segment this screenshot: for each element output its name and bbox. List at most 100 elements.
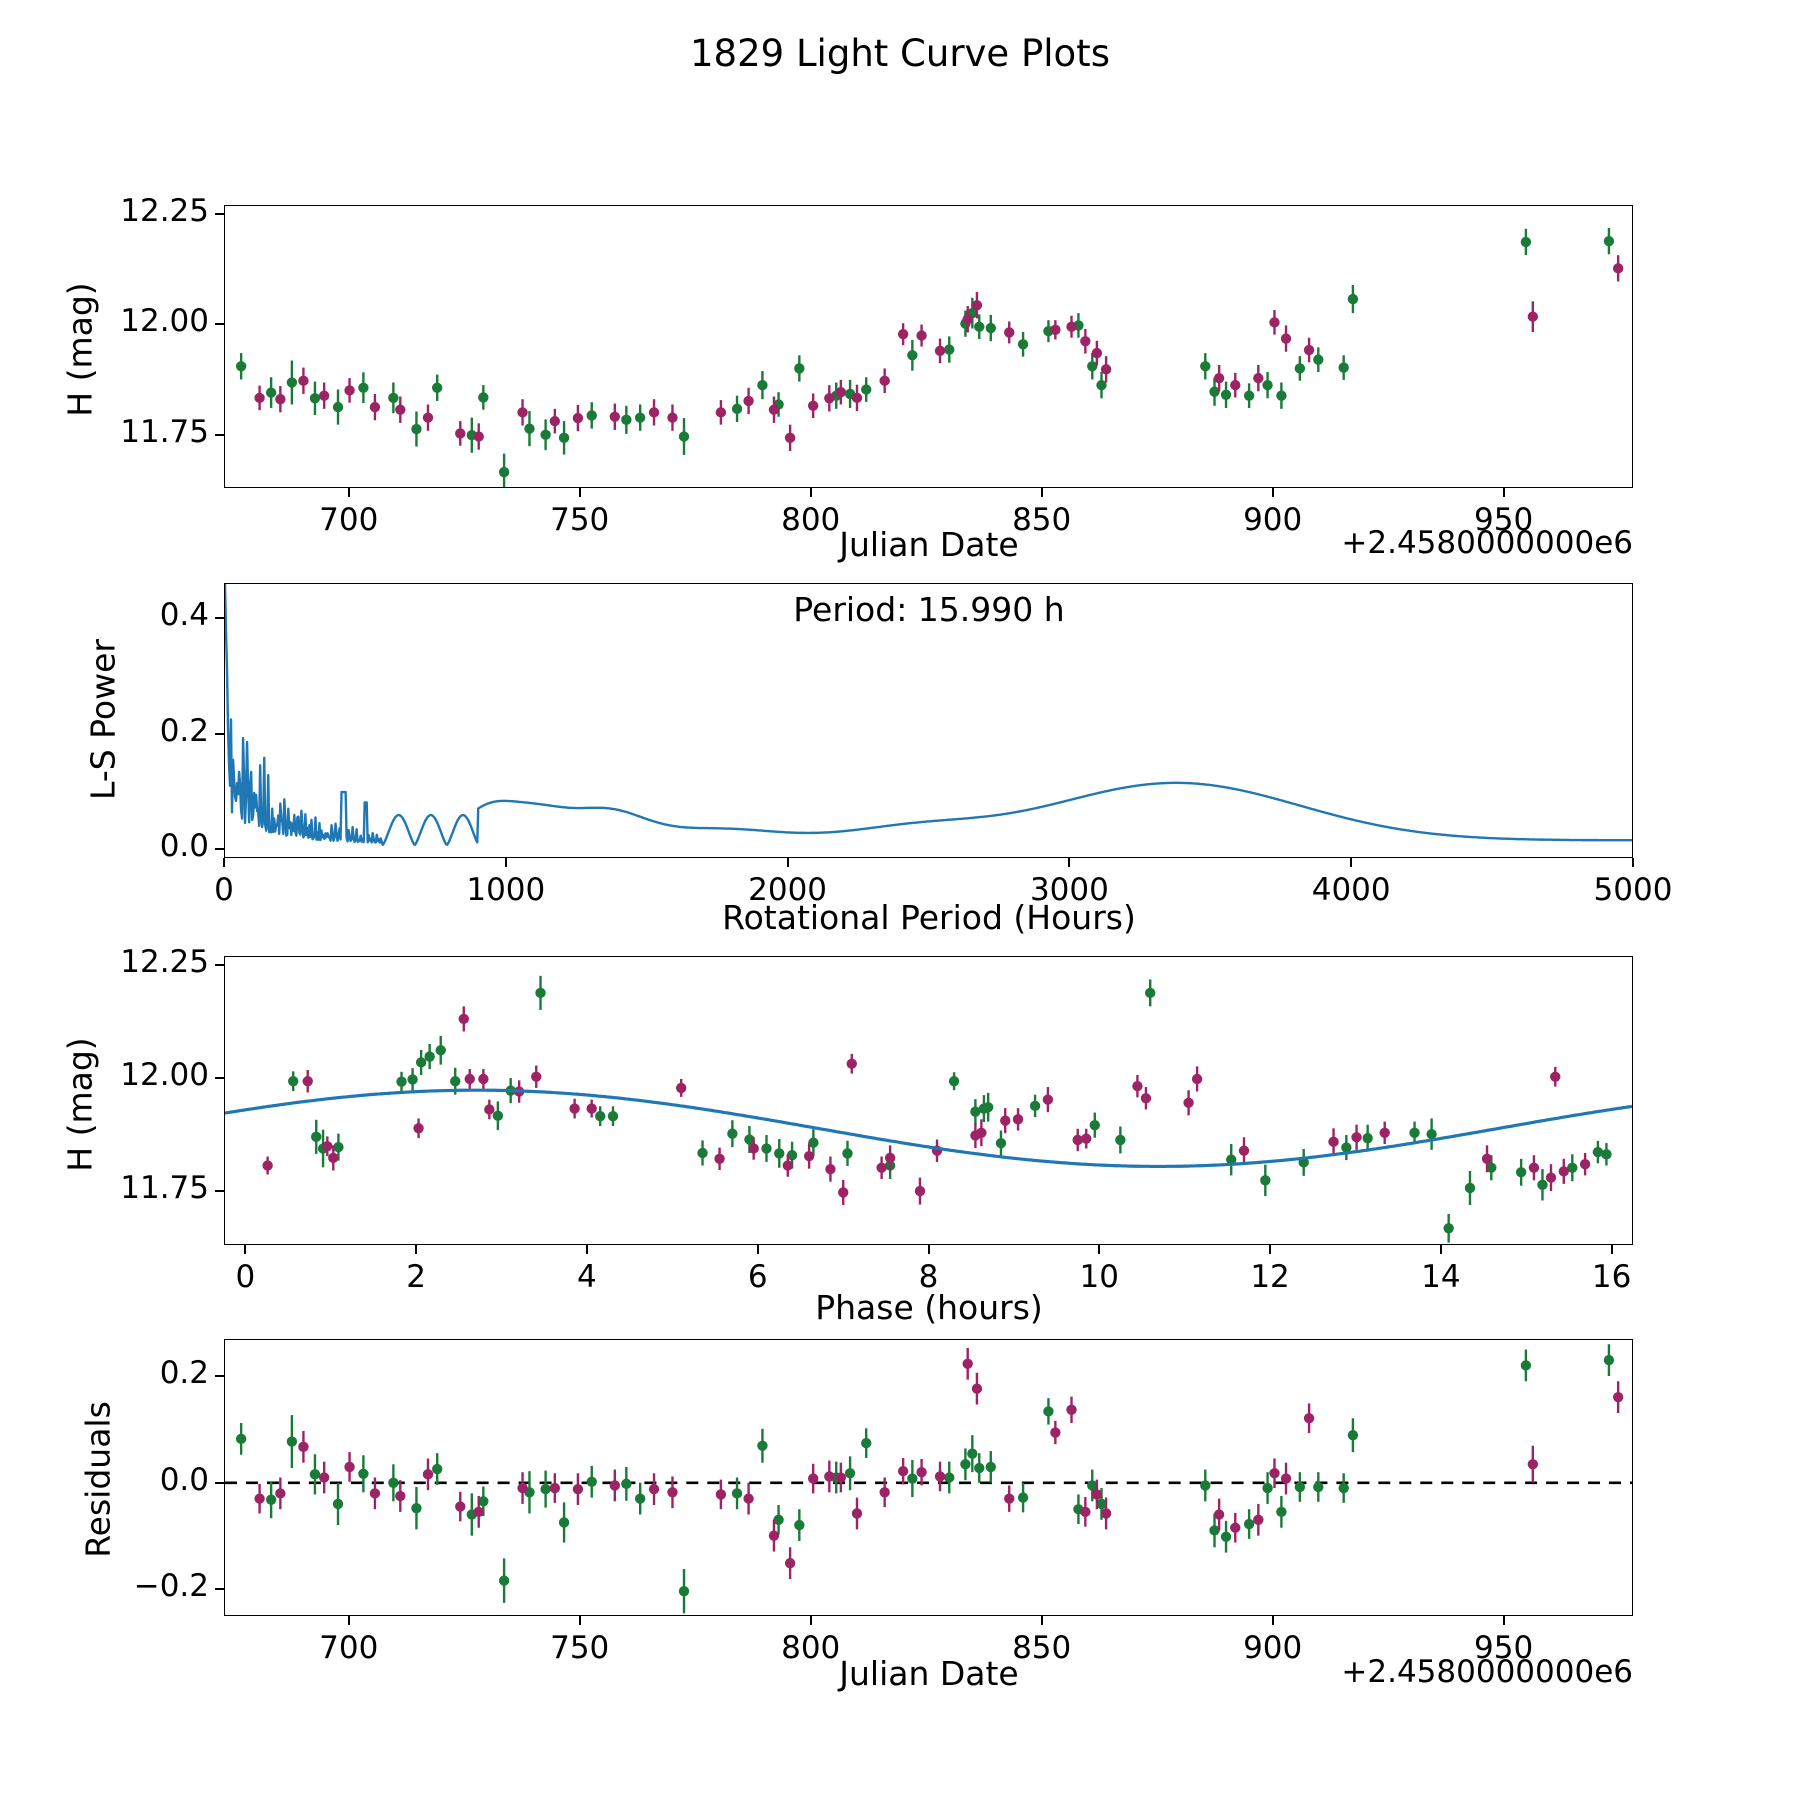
- phase-xtick-mark: [927, 1245, 930, 1254]
- lightcurve-xtick-mark: [1502, 488, 1505, 497]
- phase-ytick-label: 12.00: [120, 1056, 209, 1093]
- periodogram-xtick-label: 3000: [1029, 872, 1109, 908]
- residuals-panel: [224, 1339, 1633, 1616]
- phase-xtick-mark: [1610, 1245, 1613, 1254]
- lightcurve-xtick-label: 950: [1474, 502, 1534, 538]
- residuals-ytick-label: −0.2: [133, 1568, 209, 1605]
- phase-panel: [224, 956, 1633, 1245]
- residuals-plot-area: [225, 1344, 1632, 1614]
- residuals-ytick-mark: [215, 1481, 224, 1484]
- residuals-xtick-mark: [809, 1616, 812, 1625]
- phase-xtick-label: 10: [1079, 1259, 1119, 1295]
- phase-xlabel: Phase (hours): [815, 1288, 1043, 1327]
- residuals-x-offset: +2.4580000000e6: [1341, 1654, 1633, 1690]
- residuals-xtick-label: 850: [1012, 1630, 1072, 1666]
- phase-ytick-mark: [215, 1076, 224, 1079]
- series-green: [235, 227, 1615, 487]
- periodogram-xlabel: Rotational Period (Hours): [722, 898, 1136, 937]
- lightcurve-plot-area: [235, 227, 1624, 487]
- residuals-ytick-label: 0.0: [159, 1461, 209, 1498]
- lightcurve-xtick-mark: [1040, 488, 1043, 497]
- periodogram-xtick-mark: [223, 858, 225, 867]
- residuals-xtick-mark: [1502, 1616, 1505, 1625]
- residuals-xtick-label: 800: [781, 1630, 841, 1666]
- series-green: [235, 1344, 1615, 1614]
- periodogram-ytick-mark: [215, 732, 224, 735]
- lightcurve-xtick-label: 850: [1012, 502, 1072, 538]
- lightcurve-xtick-label: 800: [781, 502, 841, 538]
- lightcurve-xtick-mark: [1271, 488, 1274, 497]
- phase-xtick-label: 4: [577, 1259, 597, 1295]
- periodogram-xtick-mark: [1350, 858, 1353, 867]
- residuals-xtick-mark: [347, 1616, 350, 1625]
- residuals-xtick-label: 700: [319, 1630, 379, 1666]
- period-annotation: Period: 15.990 h: [793, 590, 1065, 629]
- phase-ytick-mark: [215, 964, 224, 967]
- periodogram-xtick-label: 2000: [748, 872, 828, 908]
- lightcurve-ytick-label: 12.25: [120, 192, 209, 229]
- phase-plot-area: [225, 975, 1632, 1243]
- phase-xtick-label: 0: [235, 1259, 256, 1295]
- series-magenta: [262, 1006, 1591, 1205]
- periodogram-ytick-mark: [215, 616, 224, 619]
- phase-xtick-mark: [1269, 1245, 1272, 1254]
- lightcurve-panel: [224, 205, 1633, 488]
- periodogram-ytick-label: 0.0: [159, 828, 209, 865]
- phase-xtick-mark: [585, 1245, 588, 1254]
- lightcurve-ytick-mark: [215, 323, 224, 326]
- lightcurve-ytick-label: 11.75: [120, 413, 209, 450]
- periodogram-xtick-mark: [504, 858, 507, 867]
- residuals-ytick-mark: [215, 1588, 224, 1591]
- lightcurve-ytick-mark: [215, 433, 224, 436]
- lightcurve-xtick-label: 750: [550, 502, 610, 538]
- residuals-xtick-label: 950: [1474, 1630, 1534, 1666]
- phase-xtick-label: 14: [1421, 1259, 1461, 1295]
- phase-xtick-label: 6: [747, 1259, 768, 1295]
- phase-ytick-label: 11.75: [120, 1169, 209, 1206]
- lightcurve-ytick-mark: [215, 212, 224, 215]
- phase-xtick-mark: [415, 1245, 418, 1254]
- lightcurve-xtick-mark: [347, 488, 350, 497]
- residuals-xlabel: Julian Date: [839, 1654, 1019, 1693]
- residuals-ytick-mark: [215, 1375, 224, 1378]
- residuals-xtick-label: 900: [1243, 1630, 1303, 1666]
- lightcurve-xtick-mark: [809, 488, 812, 497]
- periodogram-plot-area: [225, 584, 1632, 846]
- lightcurve-xtick-mark: [578, 488, 581, 497]
- residuals-ytick-label: 0.2: [159, 1355, 209, 1392]
- residuals-xtick-label: 750: [550, 1630, 610, 1666]
- phase-ytick-label: 12.25: [120, 944, 209, 981]
- lightcurve-xtick-label: 700: [319, 502, 379, 538]
- phase-xtick-mark: [244, 1245, 247, 1254]
- phase-xtick-mark: [756, 1245, 759, 1254]
- phase-xtick-mark: [1439, 1245, 1442, 1254]
- phase-xtick-mark: [1098, 1245, 1101, 1254]
- lightcurve-ytick-label: 12.00: [120, 303, 209, 340]
- series-magenta: [254, 1347, 1624, 1580]
- phase-xtick-label: 8: [918, 1259, 939, 1295]
- periodogram-ytick-mark: [215, 848, 224, 851]
- phase-xtick-label: 16: [1591, 1259, 1632, 1295]
- periodogram-xtick-label: 5000: [1593, 872, 1673, 908]
- lightcurve-xtick-label: 900: [1243, 502, 1303, 538]
- periodogram-panel: [224, 583, 1633, 858]
- residuals-xtick-mark: [1271, 1616, 1274, 1625]
- periodogram-xtick-label: 1000: [466, 872, 546, 908]
- residuals-xtick-mark: [1040, 1616, 1043, 1625]
- lightcurve-x-offset: +2.4580000000e6: [1341, 525, 1633, 561]
- residuals-xtick-mark: [578, 1616, 581, 1625]
- periodogram-xtick-label: 0: [214, 872, 234, 908]
- lightcurve-xlabel: Julian Date: [839, 525, 1019, 564]
- figure-title: 1829 Light Curve Plots: [690, 32, 1110, 75]
- periodogram-xtick-label: 4000: [1311, 872, 1391, 908]
- phase-xtick-label: 12: [1250, 1259, 1290, 1295]
- periodogram-ytick-label: 0.2: [159, 712, 209, 749]
- periodogram-xtick-mark: [786, 858, 789, 867]
- phase-xtick-label: 2: [406, 1259, 426, 1295]
- series-magenta: [254, 255, 1624, 451]
- periodogram-xtick-mark: [1632, 858, 1634, 867]
- periodogram-xtick-mark: [1068, 858, 1071, 867]
- phase-ytick-mark: [215, 1189, 224, 1192]
- periodogram-ytick-label: 0.4: [159, 596, 209, 633]
